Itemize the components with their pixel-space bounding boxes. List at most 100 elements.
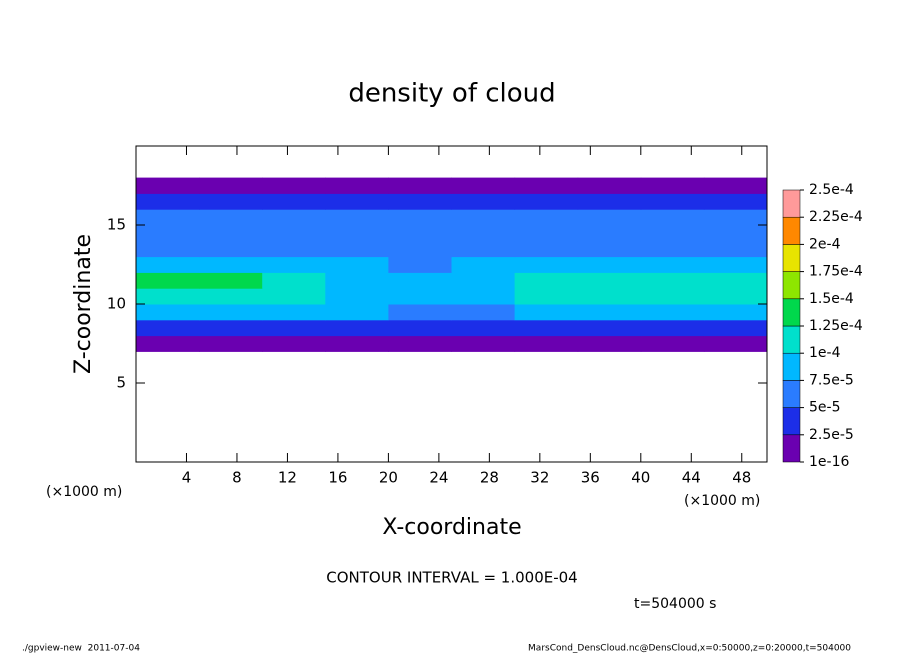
x-unit: (×1000 m) xyxy=(684,493,760,509)
x-tick-label: 20 xyxy=(379,469,398,487)
heat-cell xyxy=(325,177,389,194)
heat-cell xyxy=(262,304,326,321)
colorbar-swatch xyxy=(782,244,801,272)
heat-cell xyxy=(577,319,642,337)
heat-cell xyxy=(640,256,705,273)
heat-cell xyxy=(262,319,326,337)
colorbar-label: 2.5e-5 xyxy=(809,427,854,443)
y-tick-label: 5 xyxy=(116,374,126,392)
colorbar-swatch xyxy=(782,380,801,408)
heat-cell xyxy=(451,240,516,258)
heat-cell xyxy=(514,256,579,273)
colorbar-swatch xyxy=(782,434,801,463)
time-label: t=504000 s xyxy=(634,596,716,612)
heat-cell xyxy=(514,319,579,337)
heat-cell xyxy=(514,335,579,352)
heat-cell xyxy=(514,209,579,226)
heat-cell xyxy=(577,256,642,273)
heat-cell xyxy=(325,256,389,273)
heat-cell xyxy=(577,193,642,210)
heat-cell xyxy=(136,288,200,305)
heat-cell xyxy=(514,225,579,242)
heat-cell xyxy=(577,177,642,194)
heat-cell xyxy=(451,288,516,305)
heat-cell xyxy=(388,240,452,258)
heat-cell xyxy=(640,225,705,242)
footer-right: MarsCond_DensCloud.nc@DensCloud,x=0:5000… xyxy=(528,644,851,654)
x-axis-label: X-coordinate xyxy=(382,515,521,540)
colorbar-swatch xyxy=(782,298,801,327)
heat-cell xyxy=(577,225,642,242)
colorbar-swatch xyxy=(782,352,801,381)
heat-cell xyxy=(514,193,579,210)
x-tick-label: 48 xyxy=(732,469,751,487)
y-tick-label: 15 xyxy=(107,216,126,234)
heat-cell xyxy=(199,272,263,289)
heat-cell xyxy=(136,335,200,352)
heat-cell xyxy=(640,177,705,194)
heat-cell xyxy=(136,304,200,321)
heat-cell xyxy=(451,177,516,194)
heat-cell xyxy=(703,193,768,210)
colorbar-label: 2e-4 xyxy=(809,236,841,252)
heat-cell xyxy=(640,240,705,258)
heat-cell xyxy=(640,335,705,352)
heat-cell xyxy=(199,240,263,258)
heat-cell xyxy=(577,209,642,226)
heat-cell xyxy=(325,319,389,337)
heat-cell xyxy=(640,193,705,210)
x-tick-label: 28 xyxy=(480,469,499,487)
heat-cell xyxy=(199,335,263,352)
heat-cell xyxy=(514,288,579,305)
heat-cell xyxy=(262,193,326,210)
heat-cell xyxy=(514,240,579,258)
heat-cell xyxy=(577,288,642,305)
heat-cell xyxy=(325,272,389,289)
heat-cell xyxy=(325,335,389,352)
heat-cell xyxy=(388,225,452,242)
heat-cell xyxy=(325,304,389,321)
heat-cell xyxy=(199,256,263,273)
heat-cell xyxy=(703,209,768,226)
heat-cell xyxy=(388,272,452,289)
x-tick-label: 12 xyxy=(278,469,297,487)
heat-cell xyxy=(703,225,768,242)
heat-cell xyxy=(325,209,389,226)
heat-cell xyxy=(199,288,263,305)
heat-cell xyxy=(325,193,389,210)
heat-cell xyxy=(703,288,768,305)
y-tick-label: 10 xyxy=(107,295,126,313)
heat-cell xyxy=(136,240,200,258)
heat-cell xyxy=(136,319,200,337)
heat-cell xyxy=(325,288,389,305)
heat-cell xyxy=(262,209,326,226)
heat-cell xyxy=(451,335,516,352)
heat-cell xyxy=(703,177,768,194)
colorbar-swatch xyxy=(782,407,801,436)
heat-cell xyxy=(199,319,263,337)
heat-cell xyxy=(577,304,642,321)
heat-cell xyxy=(136,177,200,194)
colorbar-swatch xyxy=(782,216,801,245)
contour-note: CONTOUR INTERVAL = 1.000E-04 xyxy=(326,569,577,587)
colorbar-label: 7.5e-5 xyxy=(809,372,854,388)
colorbar-swatch xyxy=(782,325,801,354)
y-unit: (×1000 m) xyxy=(46,484,122,500)
heat-cell xyxy=(388,256,452,273)
colorbar-label: 2.5e-4 xyxy=(809,182,854,198)
heat-cell xyxy=(199,193,263,210)
heat-cell xyxy=(451,272,516,289)
heat-cell xyxy=(136,209,200,226)
x-tick-label: 32 xyxy=(530,469,549,487)
heat-cell xyxy=(703,335,768,352)
heat-cell xyxy=(703,240,768,258)
colorbar-swatch xyxy=(782,271,801,300)
heat-cell xyxy=(262,288,326,305)
heat-cell xyxy=(388,319,452,337)
heat-cell xyxy=(703,256,768,273)
heat-cell xyxy=(514,304,579,321)
heat-cell xyxy=(262,256,326,273)
colorbar-swatch xyxy=(782,189,801,218)
heat-cell xyxy=(136,225,200,242)
